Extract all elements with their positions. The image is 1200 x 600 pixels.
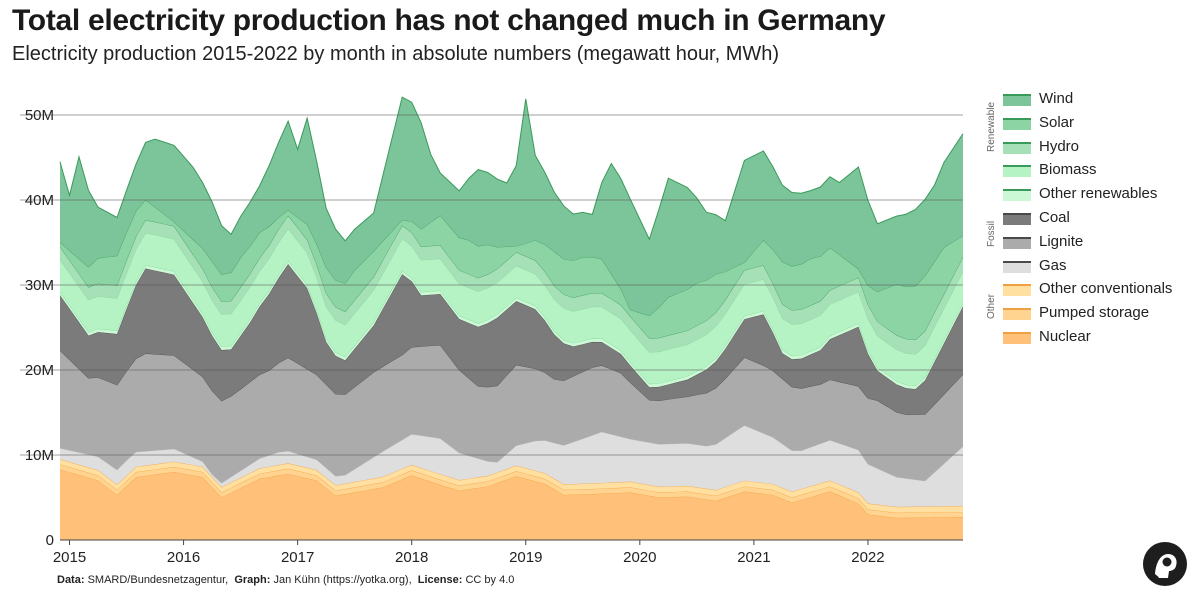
x-tick-labels: 2015 2016 2017 2018 2019 2020 2021 2022: [53, 540, 885, 566]
legend-swatch: [1003, 284, 1031, 297]
footer-graph-label: Graph:: [234, 574, 271, 586]
footer-data-value: SMARD/Bundesnetzagentur,: [87, 574, 229, 586]
legend-swatch: [1003, 165, 1031, 178]
area-layers: [59, 96, 964, 540]
area-nuclear: [60, 469, 963, 540]
chart-subtitle: Electricity production 2015-2022 by mont…: [12, 43, 780, 65]
y-tick-labels: 0 10M 20M 30M 40M 50M: [25, 107, 54, 549]
x-tick-label: 2015: [53, 549, 86, 566]
y-tick-label: 50M: [25, 107, 54, 124]
x-tick-label: 2017: [281, 549, 314, 566]
area-coal: [60, 264, 963, 415]
line-biomass: [59, 228, 964, 355]
legend-group-label: Other: [986, 293, 997, 319]
x-tick-label: 2020: [623, 549, 656, 566]
chart-title: Total electricity production has not cha…: [12, 4, 886, 37]
legend-label: Gas: [1039, 256, 1067, 274]
legend-label: Solar: [1039, 113, 1075, 131]
y-tick-label: 0: [46, 532, 54, 549]
legend-swatch: [1003, 213, 1031, 225]
footer-credits: Data: SMARD/Bundesnetzagentur, Graph: Ja…: [57, 574, 514, 586]
area-other-conventionals: [60, 459, 963, 513]
legend-swatch: [1003, 308, 1031, 321]
y-tick-label: 10M: [25, 447, 54, 464]
y-tick-label: 40M: [25, 192, 54, 209]
legend-label: Other conventionals: [1039, 280, 1173, 298]
line-wind: [59, 96, 964, 242]
footer-license-value: CC by 4.0: [465, 574, 515, 586]
legend-label: Other renewables: [1039, 185, 1158, 203]
legend-label: Wind: [1039, 90, 1074, 107]
legend-swatch: [1003, 141, 1031, 154]
x-tick-label: 2018: [395, 549, 428, 566]
area-solar: [60, 199, 963, 340]
x-tick-label: 2021: [737, 549, 770, 566]
legend-swatch: [1003, 117, 1031, 130]
legend-label: Hydro: [1039, 137, 1080, 155]
x-tick-label: 2022: [851, 549, 884, 566]
gridlines: [20, 114, 963, 456]
legend-label: Coal: [1039, 209, 1070, 226]
footer-license-label: License:: [417, 574, 463, 586]
x-tick-label: 2019: [509, 549, 542, 566]
legend-swatch: [1003, 94, 1031, 106]
logo-icon: [1143, 542, 1187, 586]
footer-data-label: Data:: [57, 574, 85, 586]
legend-swatch: [1003, 236, 1031, 249]
x-tick-label: 2016: [167, 549, 200, 566]
legend-group-label: Fossil: [986, 221, 997, 248]
legend-label: Nuclear: [1039, 328, 1091, 345]
legend-label: Biomass: [1039, 161, 1097, 179]
y-tick-label: 30M: [25, 277, 54, 294]
legend-swatch: [1003, 260, 1031, 273]
area-pumped-storage: [60, 464, 963, 518]
area-biomass: [60, 228, 963, 386]
footer-graph-value: Jan Kühn (https://yotka.org),: [273, 574, 412, 586]
legend-group-label: Renewable: [986, 102, 997, 153]
legend-swatch: [1003, 332, 1031, 344]
area-wind: [60, 97, 963, 316]
legend-label: Lignite: [1039, 232, 1084, 250]
legend-label: Pumped storage: [1039, 304, 1150, 322]
legend-swatch: [1003, 189, 1031, 202]
y-tick-label: 20M: [25, 362, 54, 379]
area-gas: [60, 425, 963, 507]
area-hydro: [60, 215, 963, 355]
area-lignite: [60, 344, 963, 484]
